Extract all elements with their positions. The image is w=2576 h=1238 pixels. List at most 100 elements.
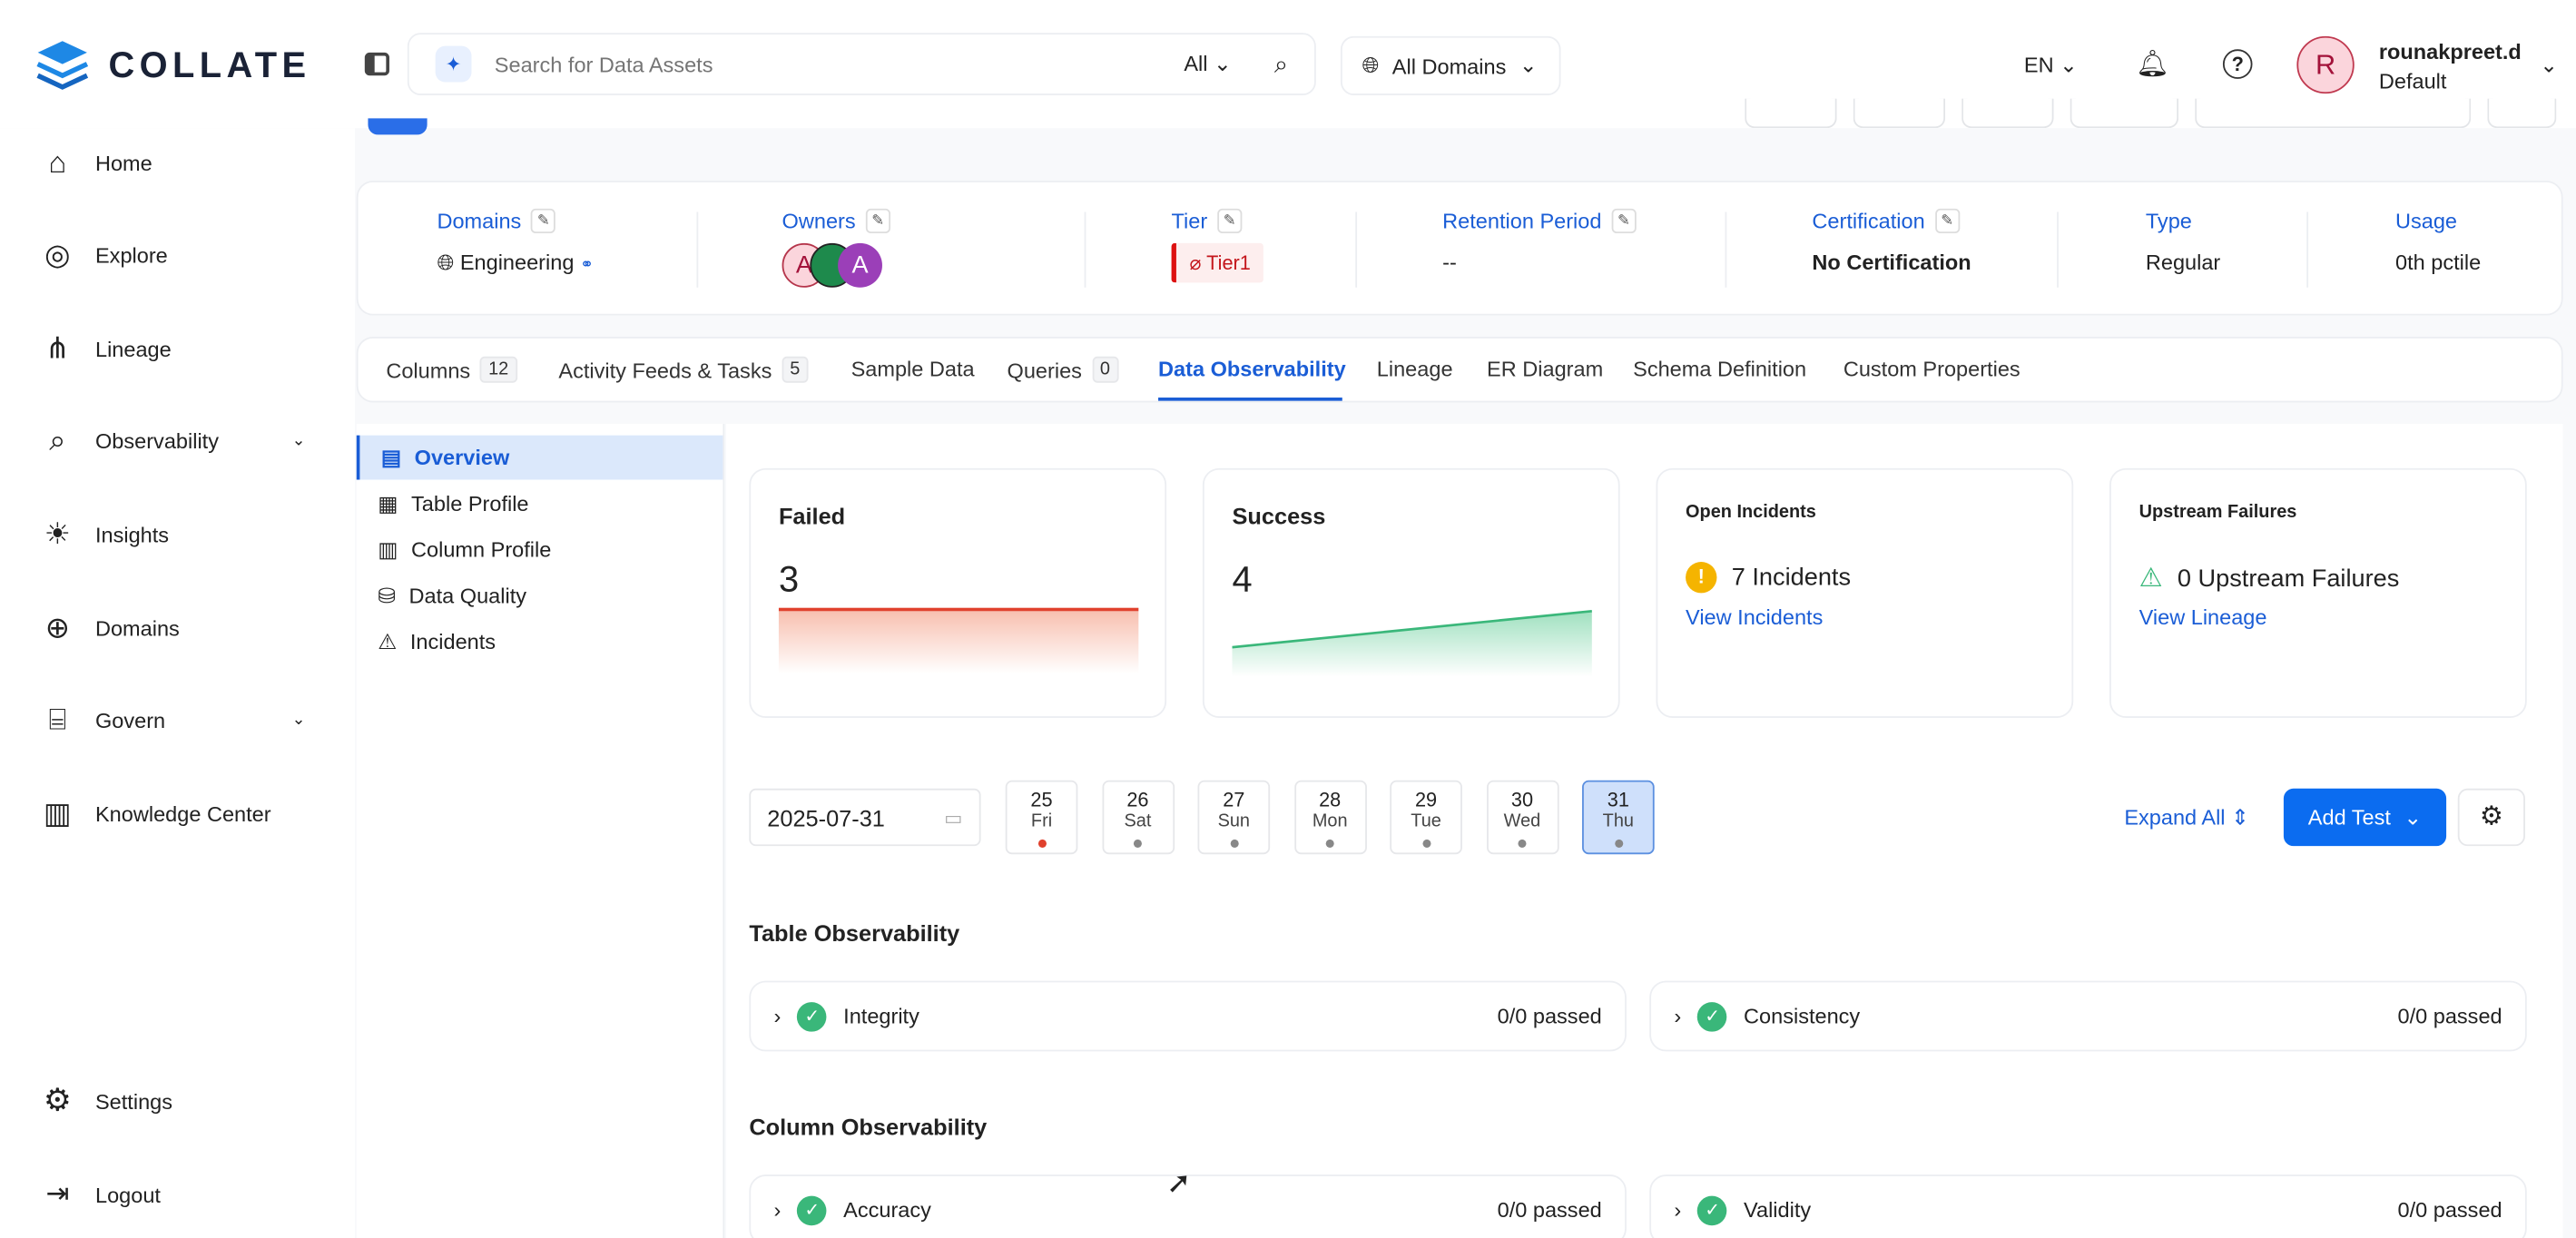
check-circle-icon: ✓ bbox=[797, 1001, 828, 1031]
sidebar-item-observability[interactable]: ⌕ Observability ⌄ bbox=[39, 422, 319, 458]
failed-card: Failed 3 bbox=[749, 467, 1167, 718]
day-selector[interactable]: 30 Wed bbox=[1486, 780, 1558, 855]
gear-icon: ⚙︎ bbox=[43, 1083, 72, 1118]
sidebar-item-explore[interactable]: ◎ Explore bbox=[39, 237, 319, 273]
chevron-right-icon[interactable]: › bbox=[773, 1197, 782, 1223]
sidebar-item-lineage[interactable]: ⋔ Lineage bbox=[39, 330, 319, 367]
subnav-overview[interactable]: ▤ Overview bbox=[356, 435, 723, 480]
user-menu-chevron-icon[interactable]: ⌄ bbox=[2540, 52, 2559, 78]
date-value: 2025-07-31 bbox=[767, 803, 885, 830]
day-selector[interactable]: 27 Sun bbox=[1197, 780, 1271, 855]
tab-er-diagram[interactable]: ER Diagram bbox=[1487, 357, 1603, 381]
observability-row[interactable]: › ✓ Accuracy 0/0 passed bbox=[749, 1174, 1627, 1238]
search-scope-dropdown[interactable]: All ⌄ bbox=[1184, 51, 1232, 76]
sidebar-item-home[interactable]: ⌂ Home bbox=[39, 144, 319, 181]
ai-sparkle-icon[interactable]: ✦ bbox=[435, 45, 472, 83]
expand-all-button[interactable]: Expand All ⇕ bbox=[2124, 804, 2249, 830]
bell-icon[interactable]: 🔔︎ bbox=[2136, 51, 2169, 79]
day-number: 26 bbox=[1126, 788, 1149, 812]
view-incidents-link[interactable]: View Incidents bbox=[1686, 604, 1824, 630]
subnav-icon: ▦ bbox=[378, 490, 398, 516]
tab-custom-properties[interactable]: Custom Properties bbox=[1844, 357, 2020, 381]
header-action-button[interactable] bbox=[1961, 98, 2054, 129]
logout-icon: ⇥ bbox=[45, 1177, 70, 1210]
chevron-right-icon[interactable]: › bbox=[773, 1003, 782, 1029]
day-selector[interactable]: 28 Mon bbox=[1293, 780, 1367, 855]
day-selector[interactable]: 26 Sat bbox=[1101, 780, 1175, 855]
field-label: Retention Period bbox=[1442, 208, 1602, 234]
header-action-button[interactable] bbox=[2487, 98, 2557, 129]
chevron-down-icon: ⌄ bbox=[2404, 803, 2423, 830]
day-selector[interactable]: 29 Tue bbox=[1390, 780, 1462, 855]
day-weekday: Fri bbox=[1030, 811, 1053, 831]
edit-icon[interactable]: ✎ bbox=[1934, 208, 1960, 234]
search-input[interactable] bbox=[494, 52, 1185, 77]
subnav-label: Column Profile bbox=[411, 536, 552, 563]
edit-icon[interactable]: ✎ bbox=[865, 208, 890, 234]
header-action-button[interactable] bbox=[1745, 98, 1837, 129]
subnav-column-profile[interactable]: ▥ Column Profile bbox=[357, 527, 723, 572]
tab-columns[interactable]: Columns 12 bbox=[386, 356, 517, 383]
date-picker[interactable]: 2025-07-31 ▭ bbox=[749, 788, 981, 847]
domain-selector[interactable]: 🌐︎ All Domains ⌄ bbox=[1340, 35, 1561, 95]
observability-row[interactable]: › ✓ Integrity 0/0 passed bbox=[749, 980, 1627, 1052]
logo[interactable]: COLLATE bbox=[33, 39, 310, 92]
tab-queries[interactable]: Queries 0 bbox=[1008, 356, 1118, 383]
observability-row[interactable]: › ✓ Consistency 0/0 passed bbox=[1649, 980, 2527, 1052]
settings-gear-button[interactable]: ⚙︎ bbox=[2457, 788, 2525, 847]
avatar[interactable]: R bbox=[2296, 35, 2355, 94]
sidebar-item-insights[interactable]: ☀ Insights bbox=[39, 516, 319, 552]
chevron-right-icon[interactable]: › bbox=[1674, 1197, 1682, 1223]
header-action-button[interactable] bbox=[2195, 98, 2472, 129]
tab-lineage[interactable]: Lineage bbox=[1377, 357, 1453, 381]
home-icon: ⌂ bbox=[48, 145, 67, 179]
header-action-button[interactable] bbox=[1853, 98, 1946, 129]
day-selector[interactable]: 31 Thu bbox=[1582, 780, 1655, 855]
observability-row[interactable]: › ✓ Validity 0/0 passed bbox=[1649, 1174, 2527, 1238]
sidebar-item-logout[interactable]: ⇥ Logout bbox=[39, 1176, 319, 1213]
compass-icon: ◎ bbox=[44, 237, 71, 270]
sidebar-toggle-icon[interactable] bbox=[364, 52, 389, 76]
search-icon[interactable]: ⌕ bbox=[1273, 50, 1289, 78]
edit-icon[interactable]: ✎ bbox=[1217, 208, 1243, 234]
tab-activity-feeds-tasks[interactable]: Activity Feeds & Tasks 5 bbox=[558, 356, 809, 383]
language-selector[interactable]: EN ⌄ bbox=[2023, 52, 2078, 78]
user-info[interactable]: rounakpreet.d Default bbox=[2379, 39, 2522, 93]
upstream-count: 0 Upstream Failures bbox=[2177, 564, 2400, 593]
sidebar-item-govern[interactable]: ⌸ Govern ⌄ bbox=[39, 702, 319, 738]
owner-avatar[interactable]: A bbox=[838, 242, 882, 288]
tab-schema-definition[interactable]: Schema Definition bbox=[1633, 357, 1806, 381]
divider bbox=[1725, 211, 1727, 288]
edit-icon[interactable]: ✎ bbox=[531, 208, 556, 234]
failed-sparkline bbox=[778, 607, 1139, 674]
day-selector[interactable]: 25 Fri bbox=[1005, 780, 1078, 855]
edit-icon[interactable]: ✎ bbox=[1611, 208, 1637, 234]
logo-icon bbox=[36, 41, 89, 90]
tier-badge[interactable]: ⌀ Tier1 bbox=[1171, 242, 1264, 283]
day-weekday: Tue bbox=[1411, 811, 1441, 831]
sidebar-item-label: Logout bbox=[94, 1182, 161, 1207]
tab-data-observability[interactable]: Data Observability bbox=[1158, 357, 1346, 381]
field-label: Owners bbox=[782, 208, 856, 234]
row-label: Accuracy bbox=[843, 1197, 931, 1223]
subnav-table-profile[interactable]: ▦ Table Profile bbox=[357, 481, 723, 526]
sidebar-item-knowledge-center[interactable]: ▥ Knowledge Center bbox=[39, 795, 319, 831]
type-value: Regular bbox=[2145, 250, 2221, 275]
add-test-button[interactable]: Add Test ⌄ bbox=[2283, 788, 2447, 847]
help-icon[interactable]: ? bbox=[2222, 49, 2253, 79]
tab-count-badge: 12 bbox=[480, 356, 517, 383]
sidebar-item-settings[interactable]: ⚙︎ Settings bbox=[39, 1083, 319, 1119]
day-number: 28 bbox=[1319, 788, 1342, 812]
sidebar-item-domains[interactable]: ⊕ Domains bbox=[39, 610, 319, 646]
domain-value[interactable]: 🌐︎ Engineering ⚭ bbox=[437, 250, 595, 275]
subnav-incidents[interactable]: ⚠︎ Incidents bbox=[357, 619, 723, 663]
header-action-button[interactable] bbox=[2070, 98, 2179, 129]
tab-sample-data[interactable]: Sample Data bbox=[851, 357, 975, 381]
chevron-right-icon[interactable]: › bbox=[1674, 1003, 1682, 1029]
subnav-data-quality[interactable]: ⛁ Data Quality bbox=[357, 574, 723, 618]
sub-navigation: ▤ Overview ▦ Table Profile ▥ Column Profile ⛁ D… bbox=[356, 423, 725, 1238]
sidebar bbox=[0, 128, 355, 1238]
status-dot bbox=[1325, 839, 1334, 848]
view-lineage-link[interactable]: View Lineage bbox=[2138, 604, 2267, 630]
status-dot bbox=[1518, 839, 1527, 848]
